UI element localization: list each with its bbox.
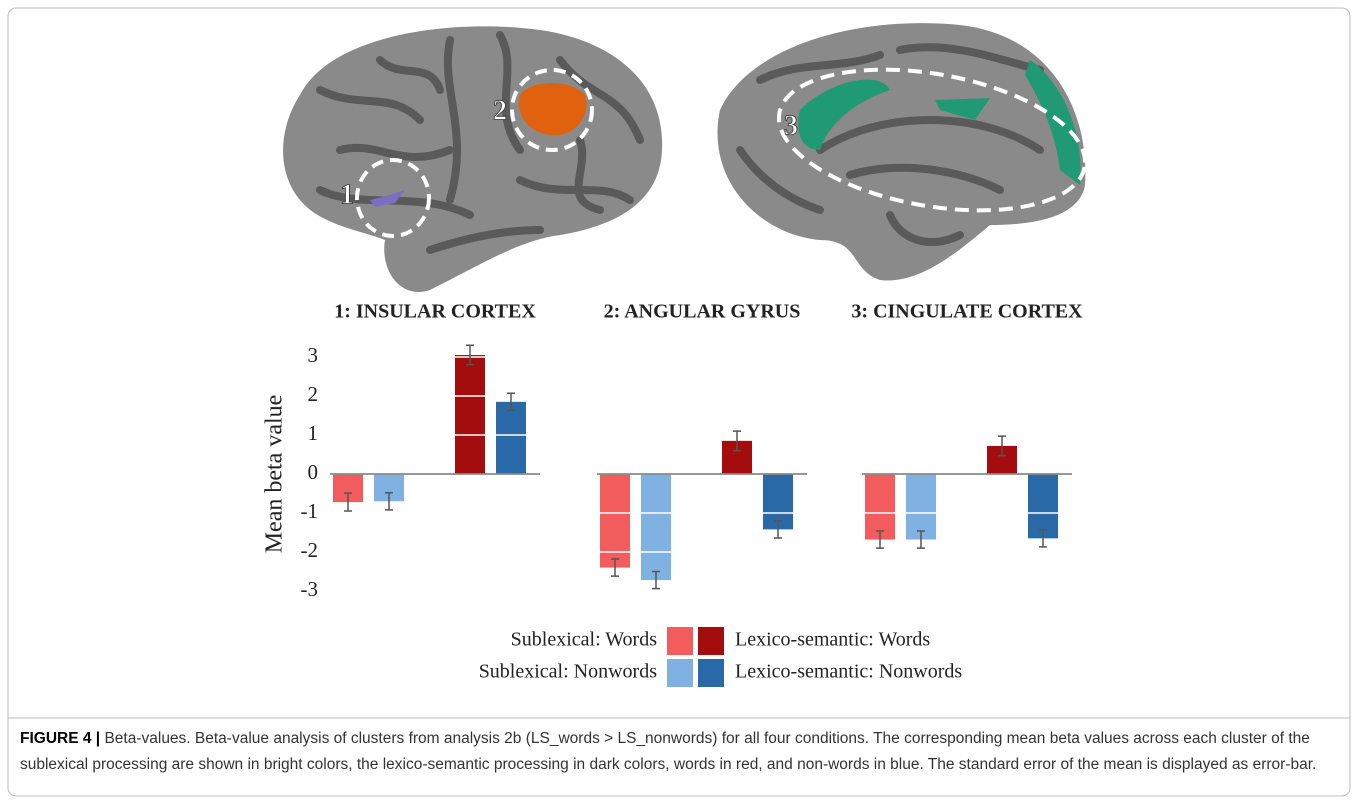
y-axis-label: Mean beta value xyxy=(262,395,288,554)
page: 1 2 3 Mean beta value 3 2 1 0 -1 -2 -3 1: INSUL… xyxy=(0,0,1358,804)
legend-swatch xyxy=(667,659,693,687)
legend-swatch xyxy=(667,627,693,655)
legend-swatch xyxy=(698,627,724,655)
legend-label: Sublexical: Words xyxy=(511,629,658,651)
brain-medial xyxy=(718,23,1097,280)
brain-label: 2 xyxy=(493,95,507,126)
bar xyxy=(455,355,485,474)
legend-swatch xyxy=(698,659,724,687)
brain-label: 1 xyxy=(340,179,354,210)
y-tick-label: 2 xyxy=(308,382,319,406)
legend-label: Sublexical: Nonwords xyxy=(479,661,658,683)
bar xyxy=(865,474,895,540)
panel-title: 2: ANGULAR GYRUS xyxy=(604,301,801,323)
caption-text: Beta-values. Beta-value analysis of clus… xyxy=(20,730,1316,773)
legend-label: Lexico-semantic: Nonwords xyxy=(735,661,962,683)
y-tick-label: -2 xyxy=(301,538,319,562)
bar xyxy=(1028,474,1058,538)
bar xyxy=(496,402,526,474)
bar xyxy=(600,474,630,568)
panel-title: 1: INSULAR CORTEX xyxy=(334,301,536,323)
y-tick-label: -1 xyxy=(301,499,319,523)
caption: FIGURE 4 | Beta-values. Beta-value analy… xyxy=(20,726,1338,778)
legend-label: Lexico-semantic: Words xyxy=(735,629,930,651)
figure-label: FIGURE 4 | xyxy=(20,730,100,747)
y-tick-label: 3 xyxy=(308,343,319,367)
brain-label: 3 xyxy=(784,110,798,141)
panel-title: 3: CINGULATE CORTEX xyxy=(851,301,1083,323)
bar xyxy=(641,474,671,580)
y-tick-label: 1 xyxy=(308,421,319,445)
brain-lateral xyxy=(283,26,662,292)
bar xyxy=(906,474,936,540)
y-tick-label: 0 xyxy=(308,460,319,484)
figure: 1 2 3 Mean beta value 3 2 1 0 -1 -2 -3 1: INSUL… xyxy=(0,0,1358,804)
y-tick-label: -3 xyxy=(301,577,319,601)
